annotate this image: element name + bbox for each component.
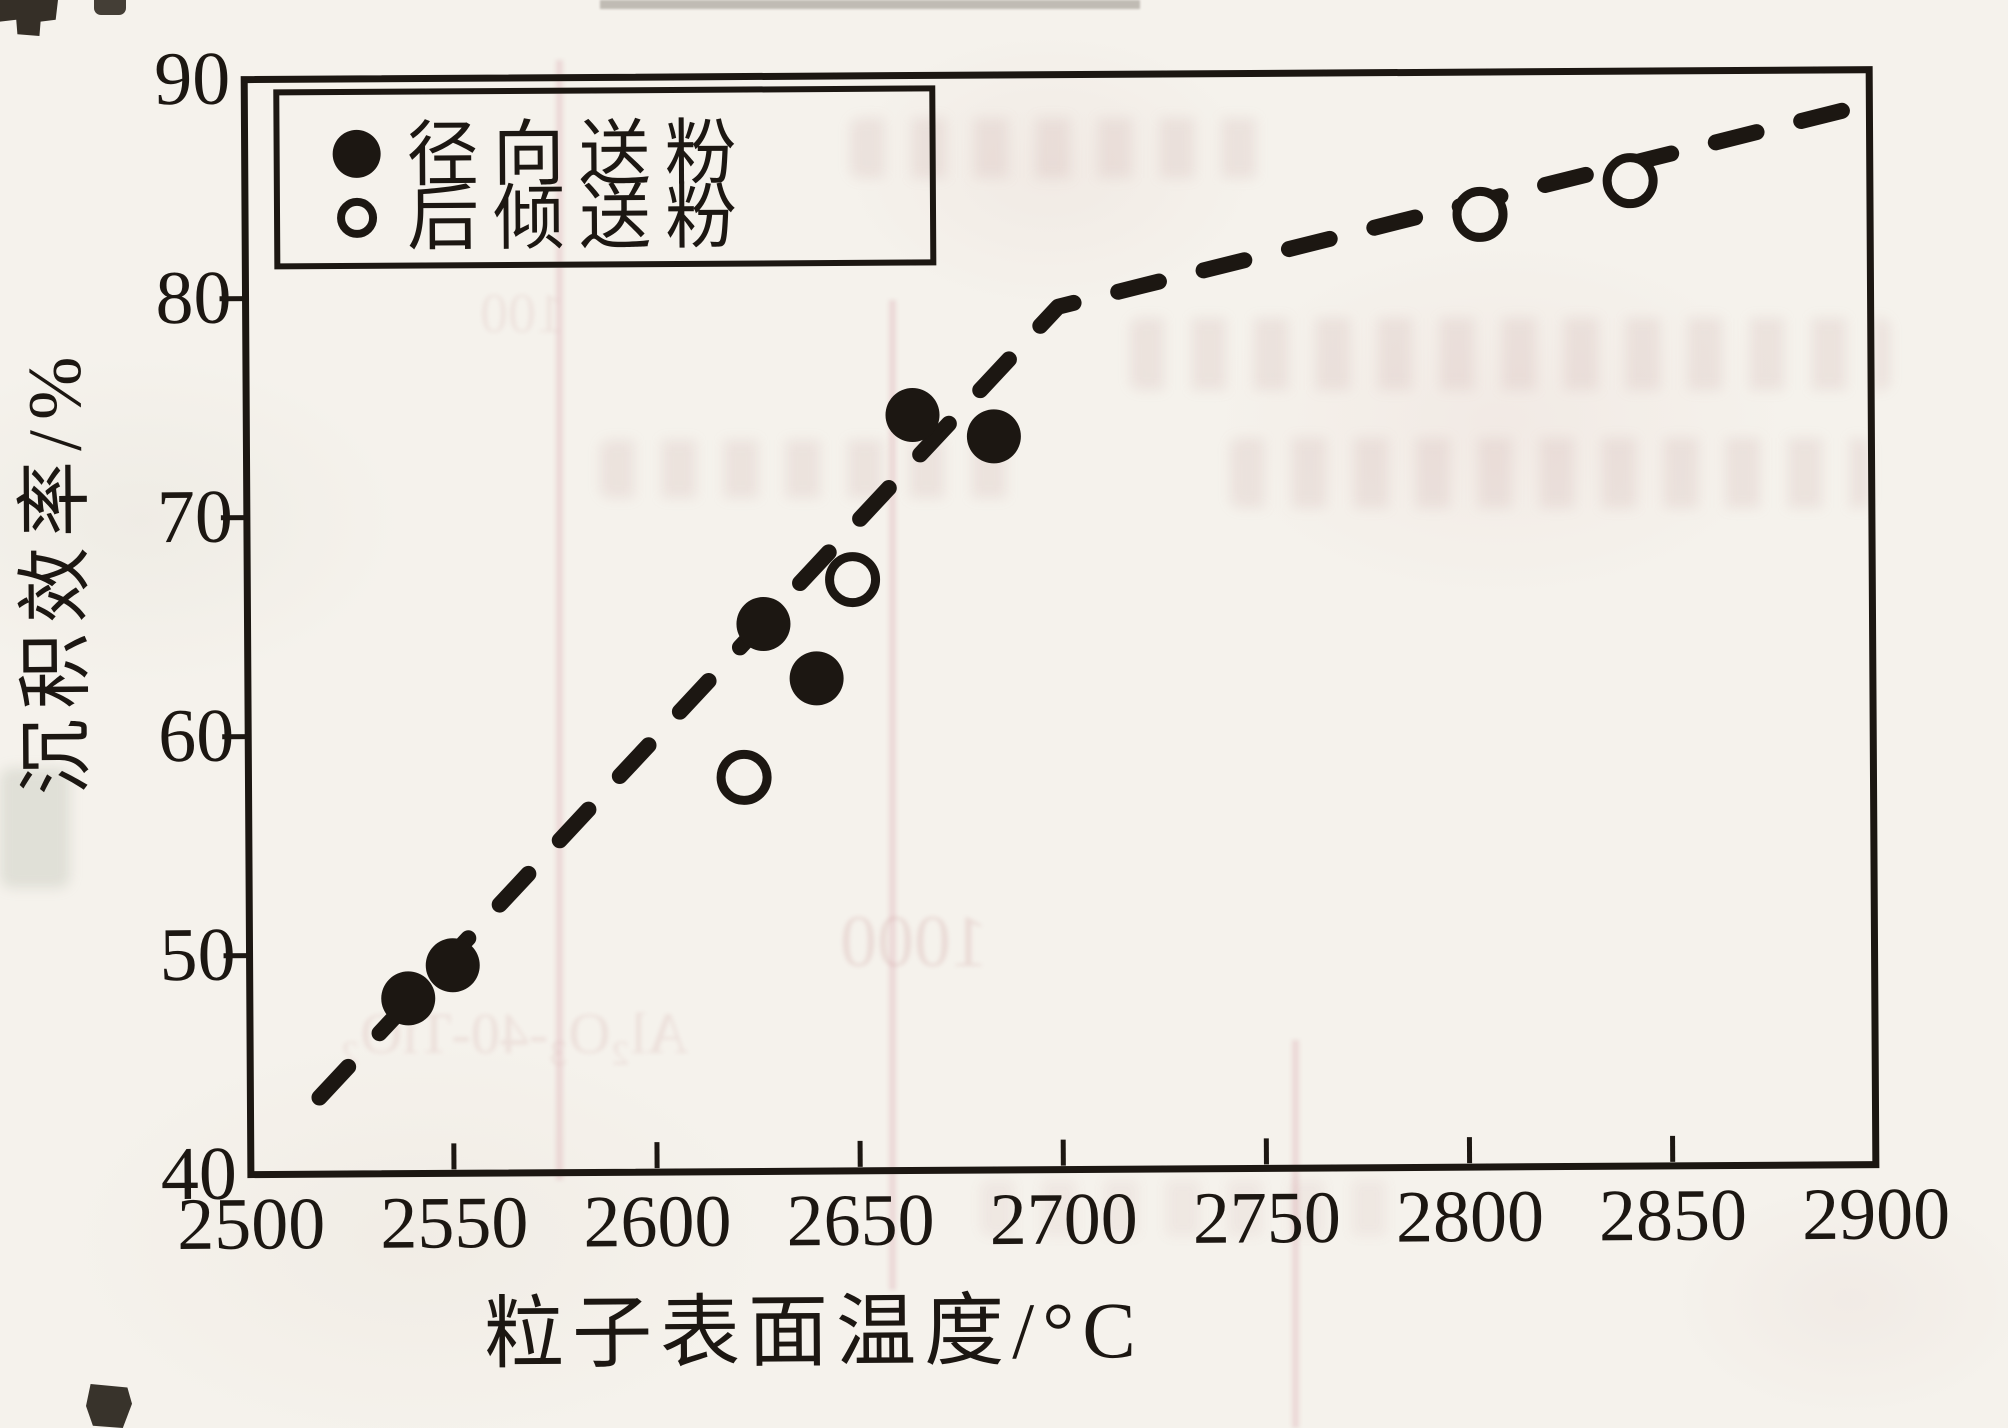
x-tick-label: 2850	[1599, 1174, 1747, 1257]
data-point-filled	[885, 387, 940, 442]
data-point-open	[1602, 153, 1658, 209]
data-point-filled	[425, 938, 480, 993]
data-point-filled	[381, 971, 436, 1026]
x-tick-label: 2900	[1802, 1173, 1950, 1256]
x-tick-label: 2650	[786, 1179, 934, 1262]
y-tick-label: 80	[155, 256, 232, 340]
x-tick-label: 2600	[583, 1181, 731, 1264]
x-tick-label: 2800	[1396, 1176, 1544, 1259]
x-tick-label: 2750	[1193, 1177, 1341, 1260]
legend-marker-open-circle	[337, 197, 378, 238]
y-tick-label: 40	[161, 1132, 238, 1216]
torn-character-mark-bottomleft	[86, 1384, 132, 1428]
x-tick-label: 2500	[177, 1183, 325, 1266]
y-tick-label: 50	[159, 913, 236, 997]
data-point-open	[825, 552, 881, 608]
y-tick-label: 90	[154, 37, 231, 121]
data-point-filled	[736, 596, 791, 651]
data-point-open	[1452, 186, 1508, 242]
legend-label: 径向送粉	[406, 114, 750, 196]
legend-label: 后倾送粉	[407, 178, 751, 260]
plot-border	[240, 66, 1880, 1179]
x-axis-title: 粒子表面温度/°C	[484, 1287, 1144, 1379]
legend-box	[273, 85, 937, 270]
y-tick-label: 60	[158, 694, 235, 778]
torn-character-mark-top	[94, 0, 126, 15]
y-axis-title: 沉积效率/%	[13, 346, 100, 795]
data-point-open	[716, 749, 772, 805]
data-point-filled	[966, 409, 1021, 464]
trend-line-dashed	[311, 98, 1866, 1106]
legend-marker-filled-circle	[332, 129, 381, 178]
x-tick-label: 2700	[989, 1178, 1137, 1261]
y-tick-label: 70	[157, 475, 234, 559]
x-tick-label: 2550	[380, 1182, 528, 1265]
data-point-filled	[789, 651, 844, 706]
